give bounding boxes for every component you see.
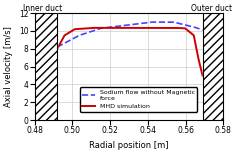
Sodium flow without Magnetic
force [142, 22, 145, 24]
Bar [203, 13, 223, 120]
Sodium flow without Magnetic
force [201, 29, 204, 31]
Bar [203, 13, 223, 120]
MHD simulation [56, 48, 59, 50]
MHD simulation [92, 27, 95, 29]
Line: MHD simulation: MHD simulation [57, 28, 203, 75]
Bar [35, 13, 57, 120]
Text: Outer duct: Outer duct [191, 4, 232, 13]
Sodium flow without Magnetic
force [188, 25, 191, 27]
MHD simulation [142, 27, 145, 29]
Sodium flow without Magnetic
force [56, 46, 59, 48]
Sodium flow without Magnetic
force [145, 22, 148, 24]
Legend: Sodium flow without Magnetic
force, MHD simulation: Sodium flow without Magnetic force, MHD … [80, 87, 197, 111]
Y-axis label: Axial velocity [m/s]: Axial velocity [m/s] [4, 26, 13, 107]
Sodium flow without Magnetic
force [56, 46, 59, 48]
MHD simulation [188, 31, 191, 33]
Bar [35, 13, 57, 120]
Sodium flow without Magnetic
force [150, 21, 153, 23]
MHD simulation [143, 27, 146, 29]
MHD simulation [145, 27, 148, 29]
MHD simulation [56, 47, 59, 49]
X-axis label: Radial position [m]: Radial position [m] [89, 141, 169, 150]
Sodium flow without Magnetic
force [179, 23, 182, 25]
Sodium flow without Magnetic
force [142, 22, 145, 24]
MHD simulation [179, 27, 182, 29]
Line: Sodium flow without Magnetic
force: Sodium flow without Magnetic force [57, 22, 203, 47]
Text: Inner duct: Inner duct [23, 4, 62, 13]
MHD simulation [201, 75, 204, 76]
